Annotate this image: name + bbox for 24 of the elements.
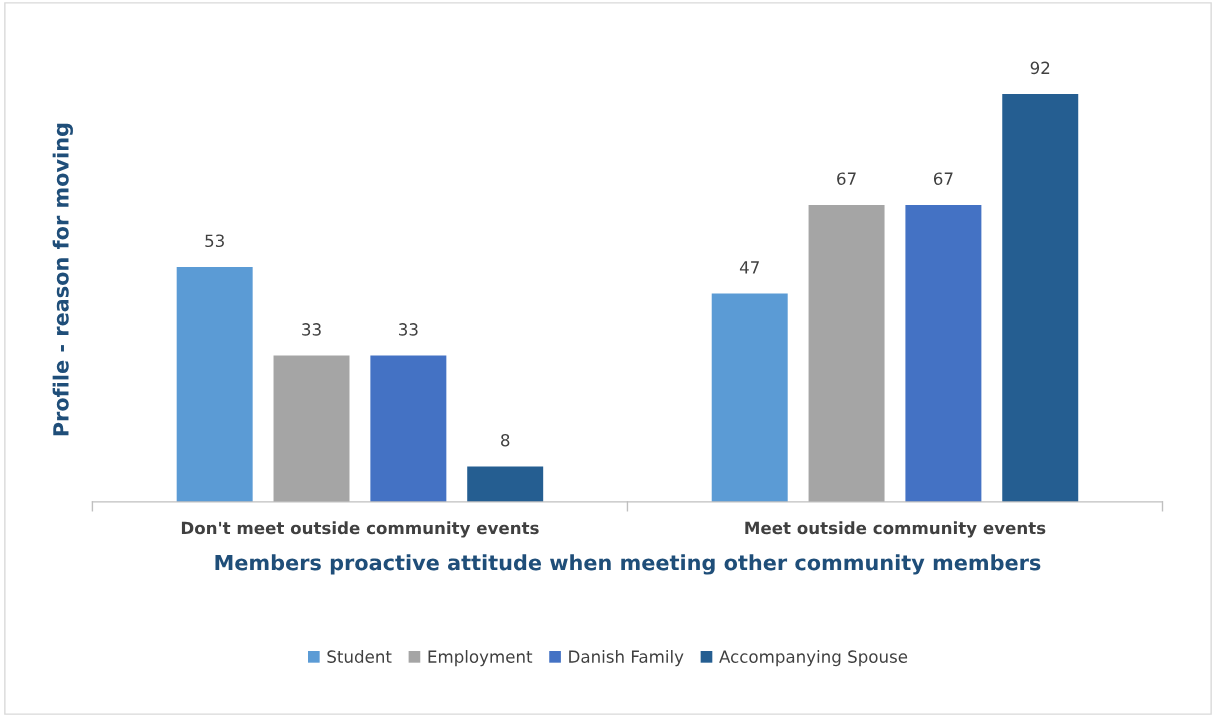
x-tick-label: Meet outside community events — [745, 521, 1046, 538]
y-axis-title: Profile - reason for moving — [52, 123, 73, 436]
bar — [273, 355, 350, 502]
legend-label: Employment — [428, 650, 533, 667]
legend-label: Accompanying Spouse — [719, 650, 908, 667]
bar — [808, 204, 885, 502]
legend-label: Danish Family — [569, 650, 684, 667]
data-label: 53 — [205, 234, 224, 248]
bar — [467, 466, 544, 502]
data-label: 92 — [1030, 61, 1050, 75]
bar — [1002, 94, 1079, 502]
data-label: 67 — [933, 172, 953, 185]
data-label: 47 — [739, 261, 759, 274]
data-label: 33 — [302, 323, 321, 336]
bar — [905, 204, 982, 502]
bar — [370, 355, 447, 502]
x-tick-label: Don't meet outside community events — [181, 521, 539, 538]
bar — [176, 266, 253, 502]
bar — [711, 293, 788, 502]
data-label: 33 — [399, 323, 418, 336]
legend-label: Student — [327, 650, 392, 663]
x-axis-title: Members proactive attitude when meeting other community members — [215, 554, 1041, 575]
data-label: 67 — [837, 172, 856, 185]
data-label: 8 — [501, 433, 510, 447]
